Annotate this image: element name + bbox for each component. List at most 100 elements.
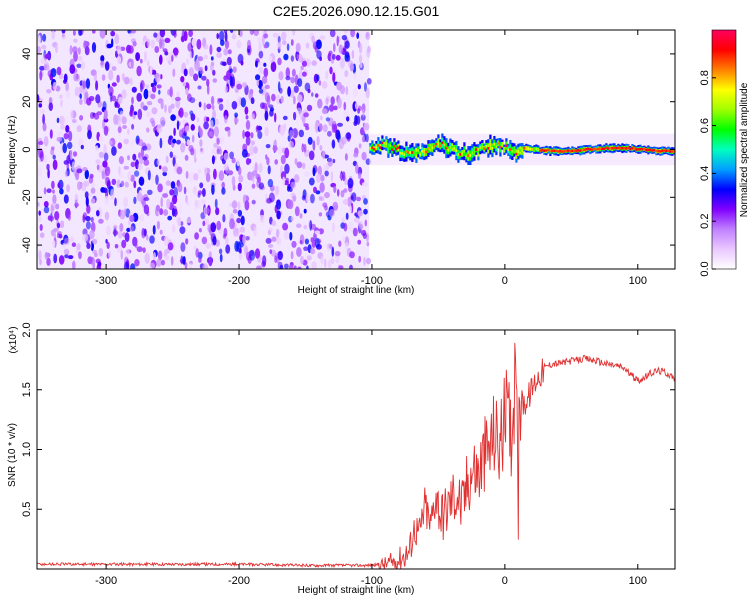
band-core	[555, 149, 558, 153]
band-core	[391, 148, 394, 151]
band-core	[471, 151, 474, 155]
noise-cell	[165, 180, 171, 186]
noise-cell	[90, 198, 96, 204]
noise-cell	[271, 220, 277, 227]
noise-cell	[299, 213, 303, 219]
noise-cell	[213, 142, 219, 148]
band-core	[645, 148, 648, 152]
noise-cell	[43, 201, 49, 208]
noise-cell	[184, 154, 189, 161]
noise-cell	[168, 105, 172, 114]
noise-cell	[251, 178, 255, 183]
noise-cell	[37, 46, 42, 54]
noise-cell	[180, 76, 185, 83]
noise-cell	[43, 187, 47, 195]
noise-cell	[104, 211, 110, 221]
noise-cell	[341, 136, 347, 145]
noise-cell	[223, 152, 230, 161]
noise-cell	[337, 122, 343, 127]
noise-cell	[167, 215, 173, 221]
noise-cell	[64, 254, 69, 259]
band-core	[667, 149, 670, 152]
band-core	[413, 151, 416, 155]
noise-cell	[190, 113, 196, 121]
band-core	[563, 149, 566, 153]
noise-cell	[132, 41, 137, 47]
noise-cell	[173, 31, 177, 38]
noise-cell	[72, 30, 76, 36]
band-core	[451, 145, 454, 149]
noise-cell	[46, 89, 52, 94]
noise-cell	[236, 96, 242, 107]
snr-x-label: Height of straight line (km)	[298, 585, 415, 596]
noise-cell	[251, 183, 256, 189]
noise-cell	[214, 118, 219, 126]
noise-cell	[201, 75, 207, 81]
noise-cell	[148, 111, 152, 118]
noise-cell	[56, 117, 60, 123]
noise-cell	[192, 186, 198, 196]
band-core	[459, 153, 462, 156]
noise-cell	[263, 62, 267, 67]
band-core	[647, 148, 650, 152]
noise-cell	[89, 112, 95, 119]
band-core	[417, 149, 420, 152]
noise-cell	[137, 108, 143, 120]
spectrogram-x-tick-label: 100	[629, 275, 647, 287]
noise-cell	[199, 139, 203, 148]
noise-cell	[169, 151, 173, 158]
noise-cell	[353, 153, 359, 158]
band-core	[455, 149, 458, 152]
noise-cell	[255, 60, 258, 68]
noise-cell	[251, 199, 256, 205]
band-core	[605, 146, 608, 149]
noise-cell	[117, 142, 123, 149]
noise-cell	[271, 236, 277, 242]
noise-cell	[210, 61, 215, 67]
noise-cell	[138, 176, 145, 186]
noise-cell	[52, 194, 57, 205]
noise-cell	[366, 241, 370, 247]
band-core	[397, 146, 400, 149]
noise-cell	[206, 84, 210, 95]
noise-cell	[263, 33, 269, 39]
noise-cell	[239, 226, 245, 233]
band-core	[379, 146, 382, 149]
noise-cell	[63, 194, 69, 204]
snr-x-tick-label: 0	[502, 575, 508, 587]
band-core	[669, 150, 672, 153]
noise-cell	[291, 68, 296, 77]
noise-cell	[127, 45, 134, 54]
noise-cell	[87, 129, 92, 140]
noise-cell	[229, 68, 233, 74]
noise-cell	[189, 50, 193, 59]
noise-cell	[306, 192, 310, 203]
noise-cell	[330, 96, 335, 106]
band-core	[453, 147, 456, 150]
noise-cell	[320, 174, 325, 182]
noise-cell	[242, 234, 246, 245]
colorbar-frame	[711, 29, 737, 270]
noise-cell	[336, 35, 339, 47]
noise-cell	[245, 115, 249, 120]
noise-cell	[294, 206, 300, 217]
noise-cell	[176, 120, 180, 131]
noise-cell	[143, 88, 149, 100]
colorbar-tick-label: 0.6	[699, 118, 711, 133]
noise-cell	[55, 203, 60, 210]
noise-cell	[37, 35, 41, 46]
noise-cell	[100, 55, 105, 62]
noise-cell	[221, 181, 225, 189]
noise-cell	[244, 200, 250, 211]
noise-cell	[171, 54, 174, 62]
noise-cell	[292, 30, 296, 36]
noise-cell	[204, 167, 208, 176]
noise-cell	[159, 208, 164, 216]
noise-cell	[80, 144, 84, 150]
noise-cell	[210, 95, 215, 106]
noise-cell	[99, 30, 106, 39]
noise-cell	[266, 197, 272, 204]
noise-cell	[311, 92, 314, 97]
noise-cell	[362, 108, 365, 117]
noise-cell	[66, 184, 71, 193]
